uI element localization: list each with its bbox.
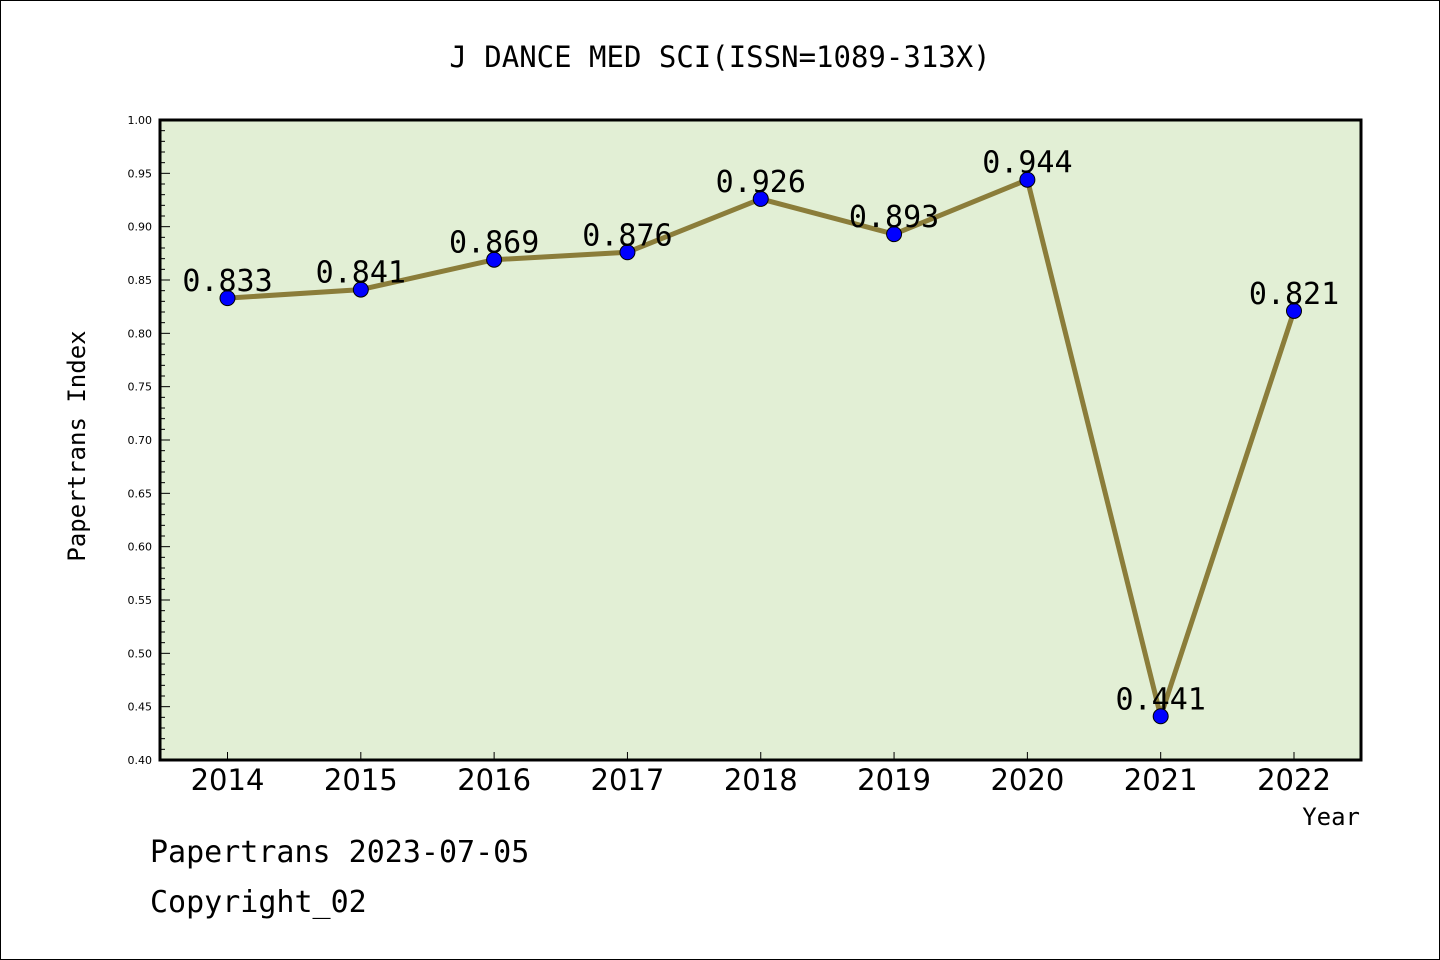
y-tick-label: 0.75 xyxy=(128,381,153,394)
data-point xyxy=(752,190,769,207)
x-tick-label: 2021 xyxy=(1124,763,1198,797)
y-tick-label: 0.45 xyxy=(128,701,153,714)
x-tick-label: 2015 xyxy=(324,763,398,797)
y-tick-label: 0.40 xyxy=(128,754,153,767)
x-tick-label: 2022 xyxy=(1257,763,1331,797)
data-label: 0.841 xyxy=(316,256,406,291)
x-axis-label: Year xyxy=(1302,803,1360,831)
y-tick-label: 0.95 xyxy=(128,167,153,180)
data-point xyxy=(1019,171,1036,188)
y-tick-label: 0.50 xyxy=(128,647,153,660)
data-label: 0.821 xyxy=(1249,277,1339,312)
data-label: 0.876 xyxy=(582,218,672,253)
y-tick-label: 0.55 xyxy=(128,594,153,607)
data-label: 0.869 xyxy=(449,226,539,261)
data-point xyxy=(486,251,503,268)
x-tick-label: 2019 xyxy=(857,763,931,797)
data-point xyxy=(219,290,236,307)
source-date-text: Papertrans 2023-07-05 xyxy=(150,835,530,870)
data-point xyxy=(1286,302,1302,319)
x-tick-label: 2016 xyxy=(457,763,531,797)
data-point xyxy=(886,226,903,243)
x-tick-label: 2017 xyxy=(591,763,665,797)
y-tick-label: 0.80 xyxy=(128,327,153,340)
x-tick-label: 2014 xyxy=(191,763,265,797)
data-point xyxy=(1152,708,1169,725)
plot-area xyxy=(160,120,1361,760)
data-label: 0.441 xyxy=(1116,682,1206,717)
y-tick-label: 0.60 xyxy=(128,541,153,554)
data-label: 0.926 xyxy=(716,165,806,200)
data-point xyxy=(619,244,636,261)
y-tick-label: 0.65 xyxy=(128,487,153,500)
x-axis: 2014 2015 2016 2017 2018 2019 2020 2021 2022 xyxy=(191,752,1331,797)
y-tick-label: 1.00 xyxy=(128,114,153,127)
y-axis: 0.40 0.45 0.50 0.55 0.60 0.65 0.70 0.75 0.80 0.85… xyxy=(128,114,170,767)
copyright-text: Copyright_02 xyxy=(150,885,367,920)
data-label: 0.944 xyxy=(982,146,1072,181)
data-labels: 0.833 0.841 0.869 0.876 0.926 0.893 0.944 0.441… xyxy=(182,146,1339,718)
y-tick-label: 0.85 xyxy=(128,274,153,287)
data-point xyxy=(352,281,369,298)
plot-border xyxy=(158,118,1363,762)
y-axis-label: Papertrans Index xyxy=(63,330,91,561)
data-label: 0.893 xyxy=(849,200,939,235)
x-tick-label: 2018 xyxy=(724,763,798,797)
y-tick-label: 0.70 xyxy=(128,434,153,447)
x-tick-label: 2020 xyxy=(990,763,1064,797)
data-markers xyxy=(219,171,1302,725)
chart-title: J DANCE MED SCI(ISSN=1089-313X) xyxy=(449,40,990,74)
y-tick-label: 0.90 xyxy=(128,221,153,234)
data-label: 0.833 xyxy=(182,264,272,299)
